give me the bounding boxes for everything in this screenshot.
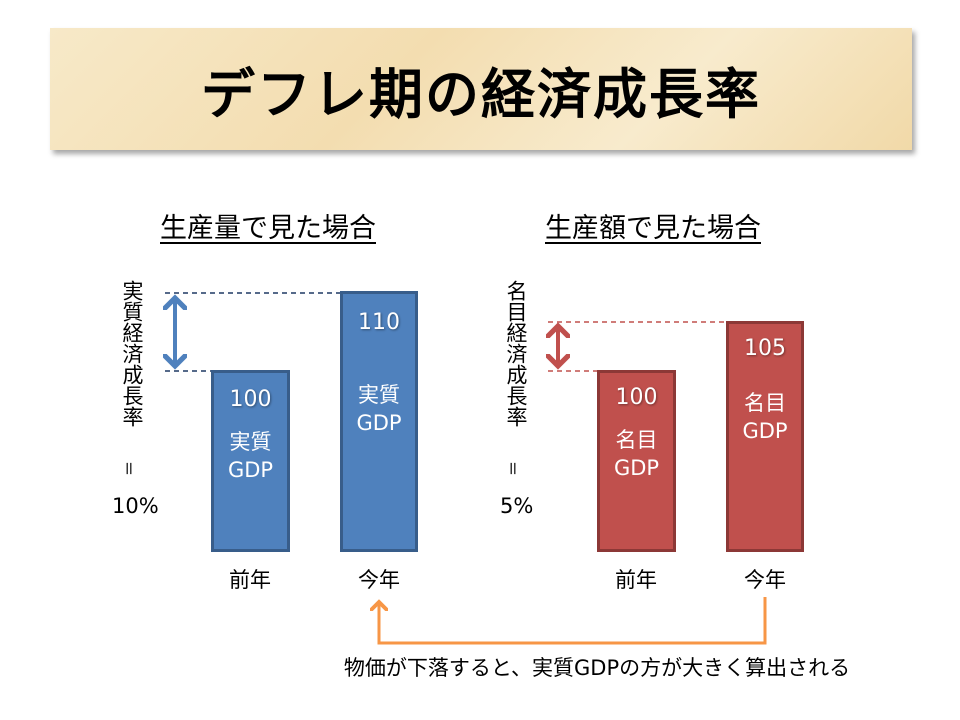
right-subtitle: 生産額で見た場合 xyxy=(545,213,761,244)
bar-value: 110 xyxy=(358,310,400,335)
left-year-curr: 今年 xyxy=(358,568,400,592)
bar-label: GDP xyxy=(742,419,788,443)
right-year-curr: 今年 xyxy=(744,568,786,592)
bar-value: 105 xyxy=(744,336,786,361)
left-side-label: 実質経済成長率 xyxy=(120,280,144,427)
title-banner: デフレ期の経済成長率 xyxy=(50,28,912,150)
right-rate: 5% xyxy=(500,494,534,518)
left-rate: 10% xyxy=(112,494,159,518)
bar-label: GDP xyxy=(356,411,402,435)
left-subtitle: 生産量で見た場合 xyxy=(160,213,376,244)
slide-title: デフレ期の経済成長率 xyxy=(201,62,761,126)
note-text: 物価が下落すると、実質GDPの方が大きく算出される xyxy=(343,656,851,680)
left-year-prev: 前年 xyxy=(229,568,271,592)
bar-label: 実質 xyxy=(229,430,272,454)
left-bar-curr: 110 実質 GDP xyxy=(340,291,418,552)
comparison-arrow xyxy=(379,597,767,645)
bar-label: GDP xyxy=(227,458,274,482)
left-equals: = xyxy=(118,460,140,477)
bar-label: 名目 xyxy=(744,391,786,415)
right-bar-prev: 100 名目 GDP xyxy=(597,370,676,552)
right-side-label: 名目経済成長率 xyxy=(504,280,528,427)
bar-value: 100 xyxy=(615,385,658,410)
right-year-prev: 前年 xyxy=(615,568,657,592)
bar-label: GDP xyxy=(613,456,660,480)
bar-label: 実質 xyxy=(358,383,400,407)
left-bar-prev: 100 実質 GDP xyxy=(211,370,290,552)
right-bar-curr: 105 名目 GDP xyxy=(726,321,804,552)
right-equals: = xyxy=(502,460,524,477)
bar-label: 名目 xyxy=(615,428,658,452)
bar-value: 100 xyxy=(229,387,272,412)
